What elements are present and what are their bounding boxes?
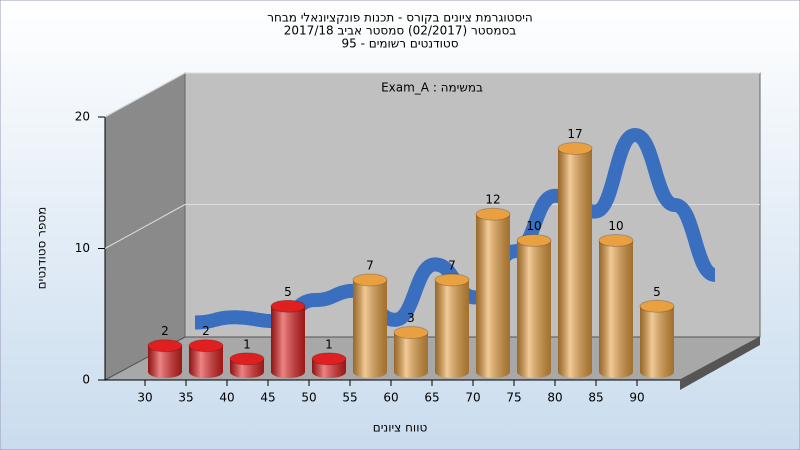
- bar-part: [393, 326, 429, 340]
- bar-part: [640, 306, 674, 378]
- title-line: סטודנטים רשומים - 95: [341, 37, 458, 51]
- bar: [229, 352, 265, 378]
- bar-part: [229, 352, 265, 366]
- x-tick-label: 30: [137, 391, 152, 405]
- bar: [434, 273, 470, 378]
- bar-part: [352, 273, 388, 287]
- floor-edge: [680, 337, 760, 390]
- grid-line: [104, 72, 186, 118]
- value-label: 12: [485, 193, 500, 207]
- value-label: 17: [567, 127, 582, 141]
- x-tick-label: 60: [383, 391, 398, 405]
- bar-part: [598, 234, 634, 247]
- value-label: 10: [608, 219, 623, 233]
- bar-part: [599, 240, 633, 378]
- x-tick-label: 65: [424, 391, 439, 405]
- x-tick-label: 90: [629, 391, 644, 405]
- bar-part: [188, 339, 224, 353]
- bar: [270, 299, 306, 378]
- bar-part: [148, 345, 182, 378]
- value-label: 5: [284, 285, 292, 299]
- bar-part: [558, 148, 592, 378]
- bar: [147, 339, 183, 378]
- bar-part: [435, 279, 469, 378]
- bar-part: [516, 234, 552, 247]
- bar: [188, 339, 224, 378]
- bar-part: [639, 299, 675, 313]
- bar-part: [517, 240, 551, 378]
- bar: [311, 352, 347, 378]
- bar: [475, 207, 511, 378]
- bar-part: [476, 214, 510, 378]
- value-label: 1: [243, 337, 251, 351]
- grid-line: [104, 204, 186, 249]
- x-tick-label: 45: [260, 391, 275, 405]
- bar: [639, 299, 675, 378]
- value-label: 2: [202, 324, 210, 338]
- y-tick-label: 0: [82, 373, 90, 387]
- value-label: 7: [448, 258, 456, 272]
- x-tick-label: 80: [547, 391, 562, 405]
- annotation: Exam_A : במשימה: [381, 81, 483, 95]
- bar-part: [353, 279, 387, 378]
- x-tick-label: 55: [342, 391, 357, 405]
- x-tick-label: 35: [178, 391, 193, 405]
- bar-part: [189, 345, 223, 378]
- bar-part: [271, 306, 305, 378]
- x-axis-label: טווח ציונים: [373, 421, 428, 435]
- bar: [598, 234, 634, 378]
- bar-part: [434, 273, 470, 287]
- y-tick-label: 20: [75, 110, 90, 124]
- title-line: בסמסטר (02/2017) סמסטר אביב 2017/18: [284, 24, 516, 38]
- x-tick-label: 70: [465, 391, 480, 405]
- x-tick-label: 75: [506, 391, 521, 405]
- x-tick-label: 85: [588, 391, 603, 405]
- bar: [516, 234, 552, 378]
- bar: [393, 326, 429, 378]
- bar-part: [270, 299, 306, 313]
- bar-part: [394, 332, 428, 378]
- value-label: 7: [366, 258, 374, 272]
- y-axis-label: מספר סטודנטים: [35, 207, 49, 290]
- y-tick-label: 10: [75, 241, 90, 255]
- bar: [557, 141, 593, 378]
- x-tick-label: 50: [301, 391, 316, 405]
- title-line: היסטוגרמת ציונים בקורס - תכנות פונקציונא…: [267, 11, 533, 25]
- value-label: 10: [526, 219, 541, 233]
- value-label: 3: [407, 311, 415, 325]
- value-label: 1: [325, 337, 333, 351]
- bar-part: [147, 339, 183, 353]
- value-label: 2: [161, 324, 169, 338]
- bar-part: [475, 207, 511, 221]
- value-label: 5: [653, 285, 661, 299]
- bar-part: [311, 352, 347, 366]
- bar: [352, 273, 388, 378]
- x-tick-label: 40: [219, 391, 234, 405]
- bar-part: [557, 141, 593, 155]
